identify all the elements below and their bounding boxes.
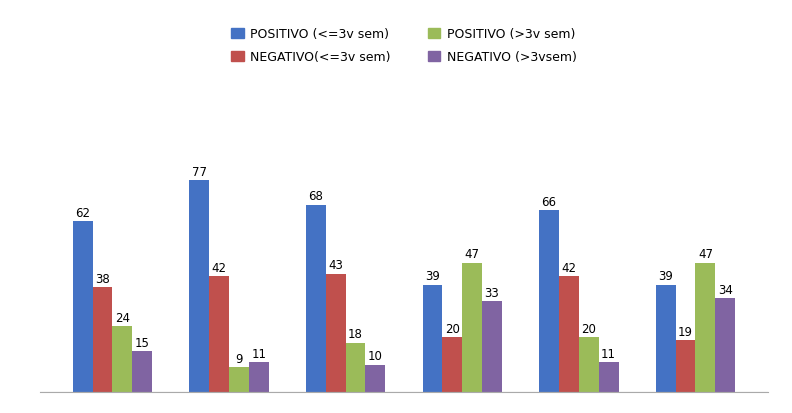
Text: 9: 9 xyxy=(235,352,242,366)
Bar xyxy=(579,337,599,392)
Text: 11: 11 xyxy=(601,347,616,360)
Text: 19: 19 xyxy=(678,325,693,338)
Text: 47: 47 xyxy=(465,248,480,261)
Text: 38: 38 xyxy=(95,273,110,285)
Text: 42: 42 xyxy=(211,261,227,275)
Bar xyxy=(695,263,715,392)
Bar xyxy=(132,351,152,392)
Text: 10: 10 xyxy=(368,350,383,363)
Text: 34: 34 xyxy=(718,284,733,297)
Bar xyxy=(676,340,695,392)
Bar xyxy=(73,222,93,392)
Text: 42: 42 xyxy=(562,261,577,275)
Bar xyxy=(209,277,229,392)
Bar xyxy=(189,180,209,392)
Bar xyxy=(443,337,463,392)
Bar xyxy=(656,285,676,392)
Bar xyxy=(599,362,619,392)
Text: 20: 20 xyxy=(581,322,596,335)
Bar xyxy=(249,362,268,392)
Text: 39: 39 xyxy=(658,270,673,283)
Bar xyxy=(229,368,249,392)
Bar xyxy=(365,365,385,392)
Bar xyxy=(345,343,365,392)
Text: 20: 20 xyxy=(445,322,459,335)
Text: 62: 62 xyxy=(75,206,90,219)
Legend: POSITIVO (<=3v sem), NEGATIVO(<=3v sem), POSITIVO (>3v sem), NEGATIVO (>3vsem): POSITIVO (<=3v sem), NEGATIVO(<=3v sem),… xyxy=(227,23,581,69)
Text: 77: 77 xyxy=(192,165,207,178)
Text: 66: 66 xyxy=(542,195,557,209)
Bar xyxy=(539,211,559,392)
Bar xyxy=(482,301,502,392)
Text: 39: 39 xyxy=(425,270,440,283)
Text: 11: 11 xyxy=(251,347,266,360)
Bar xyxy=(423,285,443,392)
Text: 43: 43 xyxy=(328,259,343,272)
Text: 47: 47 xyxy=(698,248,713,261)
Bar xyxy=(715,299,735,392)
Text: 33: 33 xyxy=(485,286,499,299)
Text: 68: 68 xyxy=(308,190,323,203)
Bar xyxy=(559,277,579,392)
Bar xyxy=(93,288,112,392)
Bar xyxy=(326,274,345,392)
Text: 15: 15 xyxy=(135,336,150,349)
Text: 24: 24 xyxy=(115,311,130,324)
Bar xyxy=(306,205,326,392)
Bar xyxy=(112,326,132,392)
Bar xyxy=(463,263,482,392)
Text: 18: 18 xyxy=(348,328,363,341)
